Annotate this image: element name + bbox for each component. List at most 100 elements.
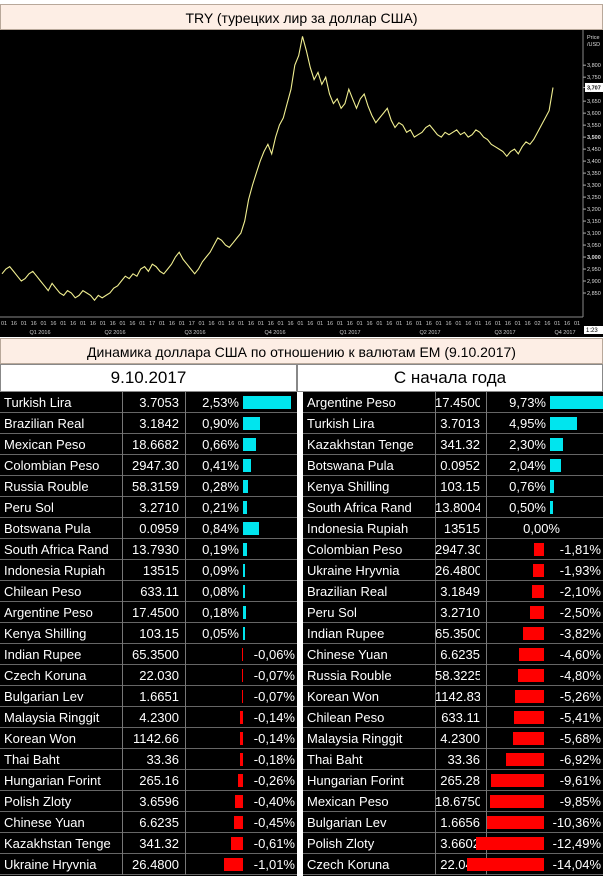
table-row: Korean Won 1142.83 -5,26% [303,686,603,707]
currency-name: Mexican Peso [307,791,433,811]
positive-change-bar [243,396,291,409]
positive-change-bar [243,606,246,619]
x-tick-label: 16 [129,321,135,327]
x-tick-label: 16 [426,321,432,327]
x-tick-label: 01 [357,321,363,327]
rate-value: 0.0952 [435,455,480,475]
x-tick-label: 01 [554,321,560,327]
currency-name: Indonesia Rupiah [307,518,433,538]
bottom-right-label: 1:23 [586,328,598,334]
currency-name: South Africa Rand [307,497,433,517]
x-tick-label: 16 [208,321,214,327]
column-divider [185,665,186,686]
table-title: Динамика доллара США по отношению к валю… [0,338,603,364]
currency-name: Indian Rupee [307,623,433,643]
x-tick-label: 02 [534,321,540,327]
rate-value: 18.6682 [122,434,179,454]
change-percent: -0,14% [235,707,295,727]
currency-name: Bulgarian Lev [307,812,433,832]
ytd-change-table: Argentine Peso 17.4500 9,73% Turkish Lira 3.… [303,392,603,876]
currency-name: Chinese Yuan [307,644,433,664]
currency-name: Kenya Shilling [4,623,120,643]
negative-change-bar [467,858,544,871]
currency-name: Chilean Peso [307,707,433,727]
change-percent: 0,08% [187,581,239,601]
currency-name: Thai Baht [4,749,120,769]
rate-value: 1142.66 [122,728,179,748]
rate-value: 341.32 [435,434,480,454]
positive-change-bar [550,438,563,451]
change-percent: -0,18% [235,749,295,769]
table-row: Peru Sol 3.2710 0,21% [0,497,297,518]
column-divider [486,686,487,707]
column-divider [185,812,186,833]
change-percent: -0,06% [235,644,295,664]
try-line-chart: Price/USD 3,800 3,750 3,707 3,650 3,600 3,550 3… [0,30,603,337]
rate-value: 3.2710 [122,497,179,517]
table-row: Botswana Pula 0.0952 2,04% [303,455,603,476]
column-divider [185,497,186,518]
column-divider [486,728,487,749]
rate-value: 13515 [435,518,480,538]
change-percent: -6,92% [541,749,601,769]
currency-name: Peru Sol [307,602,433,622]
change-percent: -2,50% [541,602,601,622]
currency-name: Brazilian Real [4,413,120,433]
negative-change-bar [476,837,544,850]
currency-name: Indian Rupee [4,644,120,664]
y-tick-label: 3,100 [587,231,601,237]
currency-name: South Africa Rand [4,539,120,559]
rate-value: 26.4800 [435,560,480,580]
table-row: Kazakhstan Tenge 341.32 -0,61% [0,833,297,854]
change-percent: -10,36% [541,812,601,832]
rate-value: 633.11 [435,707,480,727]
negative-change-bar [514,711,544,724]
x-tick-label: 01 [574,321,580,327]
positive-change-bar [243,417,260,430]
currency-name: Chilean Peso [4,581,120,601]
currency-name: Peru Sol [4,497,120,517]
table-row: Polish Zloty 3.6596 -0,40% [0,791,297,812]
x-tick-label: 01 [21,321,27,327]
x-tick-label: 16 [564,321,570,327]
positive-change-bar [243,543,247,556]
column-divider [185,476,186,497]
x-quarter-label: Q4 2016 [264,330,285,336]
table-row: Chinese Yuan 6.6235 -0,45% [0,812,297,833]
y-axis-title: Price [587,35,600,41]
change-percent: 2,30% [488,434,546,454]
change-percent: 0,41% [187,455,239,475]
rate-value: 65.3500 [435,623,480,643]
x-quarter-label: Q1 2017 [339,330,360,336]
currency-name: Colombian Peso [4,455,120,475]
column-divider [185,560,186,581]
rate-value: 2947.30 [122,455,179,475]
x-tick-label: 01 [436,321,442,327]
x-tick-label: 01 [40,321,46,327]
table-row: Polish Zloty 3.6602 -12,49% [303,833,603,854]
rate-value: 6.6235 [122,812,179,832]
table-row: Hungarian Forint 265.16 -0,26% [0,770,297,791]
rate-value: 3.6602 [435,833,480,853]
change-percent: -0,07% [235,665,295,685]
change-percent: -4,80% [541,665,601,685]
x-tick-label: 01 [475,321,481,327]
x-tick-label: 01 [139,321,145,327]
x-quarter-label: Q1 2016 [29,330,50,336]
rate-value: 4.2300 [122,707,179,727]
table-row: Malaysia Ringgit 4.2300 -0,14% [0,707,297,728]
positive-change-bar [243,627,245,640]
x-tick-label: 01 [317,321,323,327]
y-tick-label: 3,707 [587,85,601,91]
column-divider [486,413,487,434]
negative-change-bar [487,816,544,829]
table-row: Indian Rupee 65.3500 -3,82% [303,623,603,644]
currency-name: Indonesia Rupiah [4,560,120,580]
currency-name: Hungarian Forint [307,770,433,790]
right-column-header: С начала года [297,364,603,392]
column-divider [185,791,186,812]
column-divider [486,623,487,644]
table-row: Thai Baht 33.36 -6,92% [303,749,603,770]
change-percent: 0,09% [187,560,239,580]
rate-value: 4.2300 [435,728,480,748]
